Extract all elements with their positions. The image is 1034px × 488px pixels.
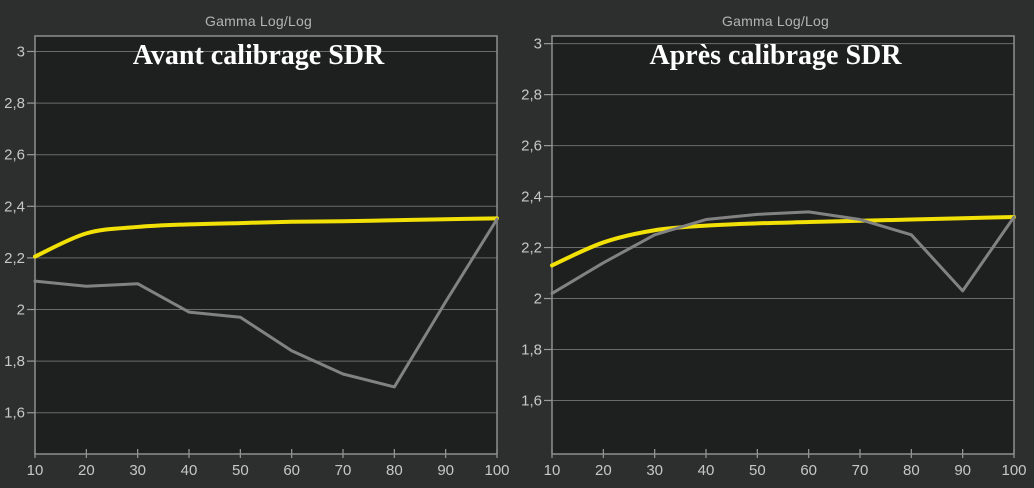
x-tick-label: 10 bbox=[544, 462, 561, 479]
x-tick-label: 90 bbox=[437, 462, 454, 479]
y-tick-label: 2,4 bbox=[521, 189, 542, 206]
x-tick-label: 20 bbox=[595, 462, 612, 479]
series-measured-gamma-line bbox=[550, 210, 1016, 295]
x-tick-label: 70 bbox=[335, 462, 352, 479]
chart-header: Gamma Log/Log bbox=[722, 13, 829, 29]
plot-border bbox=[34, 35, 498, 455]
chart-header: Gamma Log/Log bbox=[205, 13, 312, 29]
x-tick-label: 70 bbox=[852, 462, 869, 479]
x-tick-label: 40 bbox=[181, 462, 198, 479]
series-measured-gamma-line bbox=[33, 217, 499, 389]
y-tick-label: 3 bbox=[534, 36, 542, 53]
before-calibration-chart: 3 2,8 2,6 2,4 2,2 2 1,8 1,6 10 20 30 40 50 60 70 80 90 10… bbox=[4, 35, 510, 479]
after-calibration-chart: 3 2,8 2,6 2,4 2,2 2 1,8 1,6 10 20 30 40 50 60 70 80 90 10… bbox=[521, 35, 1027, 479]
y-tick-label: 3 bbox=[17, 43, 25, 60]
x-tick-label: 100 bbox=[484, 462, 509, 479]
y-tick-label: 2 bbox=[17, 302, 25, 319]
x-tick-label: 50 bbox=[749, 462, 766, 479]
y-tick-label: 2,6 bbox=[521, 138, 542, 155]
x-tick-label: 10 bbox=[27, 462, 44, 479]
y-tick-label: 2,2 bbox=[4, 250, 25, 267]
x-tick-label: 90 bbox=[954, 462, 971, 479]
x-tick-label: 30 bbox=[129, 462, 146, 479]
series-reference-gamma-line bbox=[550, 214, 1016, 268]
y-tick-label: 1,6 bbox=[4, 405, 25, 422]
plot-border bbox=[551, 35, 1015, 455]
x-tick-label: 50 bbox=[232, 462, 249, 479]
chart-panel-after-calibration: 3 2,8 2,6 2,4 2,2 2 1,8 1,6 10 20 30 40 50 60 70 80 90 10… bbox=[517, 0, 1034, 488]
x-tick-label: 60 bbox=[800, 462, 817, 479]
chart-panel-before-calibration: 3 2,8 2,6 2,4 2,2 2 1,8 1,6 10 20 30 40 50 60 70 80 90 10… bbox=[4, 13, 510, 479]
y-tick-label: 2,2 bbox=[521, 240, 542, 257]
x-tick-label: 60 bbox=[283, 462, 300, 479]
y-tick-label: 2,4 bbox=[4, 198, 25, 215]
plot-area bbox=[552, 36, 1014, 454]
y-tick-label: 2 bbox=[534, 291, 542, 308]
y-tick-label: 2,8 bbox=[4, 95, 25, 112]
y-tick-label: 2,8 bbox=[521, 87, 542, 104]
series-reference-gamma-line bbox=[33, 216, 499, 259]
x-tick-label: 40 bbox=[698, 462, 715, 479]
y-tick-label: 1,8 bbox=[521, 342, 542, 359]
x-tick-label: 80 bbox=[386, 462, 403, 479]
y-tick-label: 1,6 bbox=[521, 392, 542, 409]
x-tick-label: 100 bbox=[1001, 462, 1026, 479]
x-tick-label: 30 bbox=[646, 462, 663, 479]
x-tick-label: 80 bbox=[903, 462, 920, 479]
y-tick-label: 1,8 bbox=[4, 353, 25, 370]
y-tick-label: 2,6 bbox=[4, 147, 25, 164]
x-tick-label: 20 bbox=[78, 462, 95, 479]
plot-area bbox=[35, 36, 497, 454]
